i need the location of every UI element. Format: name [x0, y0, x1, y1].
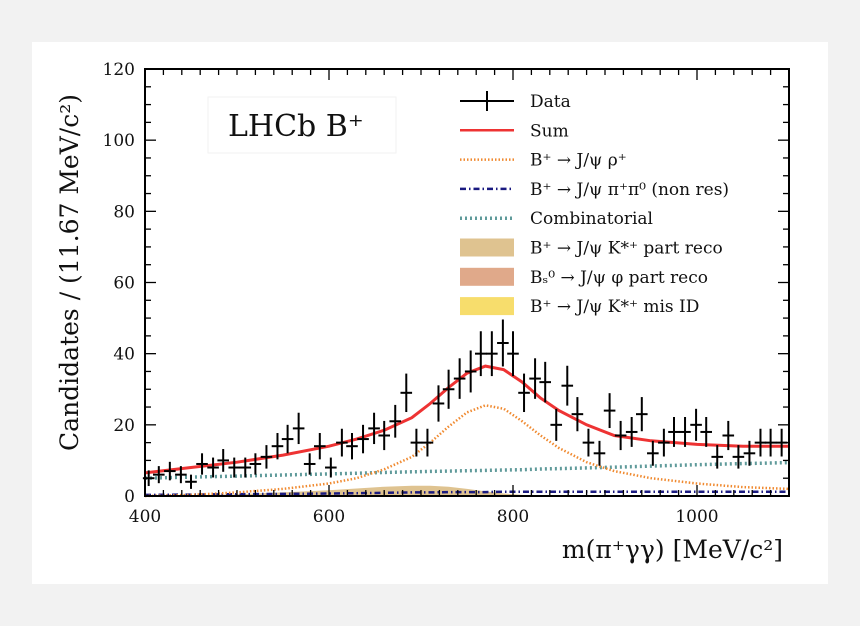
x-tick-label: 800 — [497, 507, 529, 527]
y-tick-label: 120 — [103, 60, 135, 80]
kstar-part-reco-area — [145, 485, 789, 496]
y-tick-label: 20 — [113, 416, 135, 436]
x-tick-label: 1000 — [675, 507, 718, 527]
y-tick-label: 40 — [113, 345, 135, 365]
mass-spectrum-plot: 400 600 800 1000 0 20 40 60 80 100 120 m(π⁺γγ) [Me… — [55, 60, 790, 564]
legend-swatch-fill — [460, 267, 514, 286]
legend-label: B⁺ → J/ψ π⁺π⁰ (non res) — [530, 180, 729, 200]
legend-label: Sum — [530, 121, 569, 141]
ticks-layer: 400 600 800 1000 0 20 40 60 80 100 120 — [103, 60, 790, 527]
legend-label: B⁺ → J/ψ ρ⁺ — [530, 151, 627, 171]
experiment-tag: LHCb B⁺ — [228, 109, 364, 144]
y-axis-label: Candidates / (11.67 MeV/c²) — [55, 94, 84, 451]
curves-layer — [144, 364, 790, 498]
experiment-tag-box — [207, 96, 397, 154]
legend-label: B⁺ → J/ψ K*⁺ mis ID — [530, 297, 699, 317]
y-tick-label: 60 — [113, 274, 135, 294]
x-tick-label: 400 — [129, 507, 161, 527]
legend: Data Sum B⁺ → J/ψ ρ⁺ B⁺ → J/ψ π⁺π⁰ (non res… — [460, 91, 729, 317]
legend-swatch-fill — [460, 238, 514, 257]
data-layer — [142, 319, 788, 489]
y-tick-label: 0 — [124, 487, 135, 507]
x-axis-label: m(π⁺γγ) [MeV/c²] — [562, 535, 783, 564]
legend-label: Combinatorial — [530, 209, 653, 229]
combinatorial-curve — [144, 460, 790, 480]
x-tick-label: 600 — [313, 507, 345, 527]
nonres-curve — [144, 490, 789, 497]
legend-label: Data — [530, 92, 571, 112]
y-tick-label: 80 — [113, 202, 135, 222]
legend-swatch-fill — [460, 297, 514, 316]
figure-card: 400 600 800 1000 0 20 40 60 80 100 120 m(π⁺γγ) [Me… — [32, 42, 828, 584]
legend-label: B⁺ → J/ψ K*⁺ part reco — [530, 239, 723, 259]
sum-curve — [144, 364, 789, 475]
y-tick-label: 100 — [103, 131, 135, 151]
legend-label: Bₛ⁰ → J/ψ φ part reco — [530, 268, 708, 288]
rho-curve — [144, 404, 790, 498]
